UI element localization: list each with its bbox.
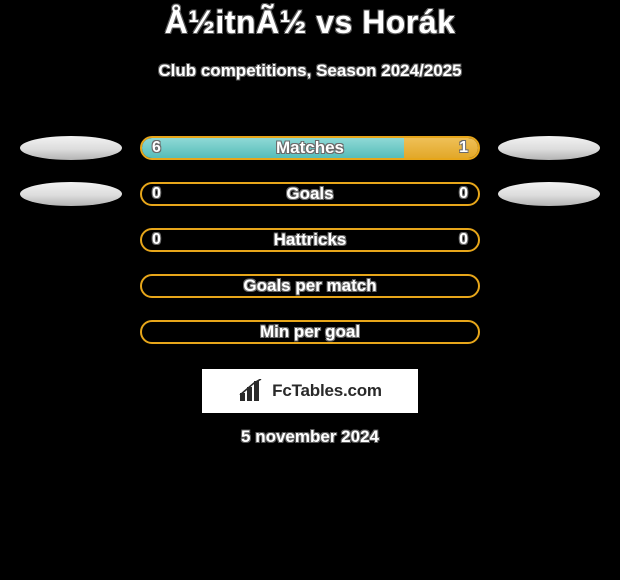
stat-right-value: 0: [459, 184, 468, 204]
stat-bar: Goals per match: [140, 274, 480, 298]
bars-icon: [238, 379, 266, 403]
stat-bar: 6 Matches 1: [140, 136, 480, 160]
page-title: Å½itnÃ½ vs Horák: [0, 4, 620, 41]
stat-row: 0 Hattricks 0: [0, 217, 620, 263]
logo-text: FcTables.com: [272, 381, 382, 401]
stat-left-value: 0: [152, 184, 161, 204]
fctables-logo: FcTables.com: [202, 369, 418, 413]
stat-bar: Min per goal: [140, 320, 480, 344]
stat-row: Min per goal: [0, 309, 620, 355]
left-oval: [20, 182, 122, 206]
right-oval: [498, 136, 600, 160]
fill-left: [142, 138, 404, 158]
stat-row: 0 Goals 0: [0, 171, 620, 217]
stat-row: 6 Matches 1: [0, 125, 620, 171]
stat-rows: 6 Matches 1 0 Goals 0 0 Hattricks 0: [0, 125, 620, 355]
stat-bar: 0 Goals 0: [140, 182, 480, 206]
subtitle: Club competitions, Season 2024/2025: [0, 61, 620, 81]
stat-label: Hattricks: [142, 230, 478, 250]
stat-label: Goals: [142, 184, 478, 204]
date-text: 5 november 2024: [0, 427, 620, 447]
stat-right-value: 0: [459, 230, 468, 250]
stat-label: Goals per match: [142, 276, 478, 296]
stat-bar: 0 Hattricks 0: [140, 228, 480, 252]
fill-right: [404, 138, 478, 158]
stat-label: Min per goal: [142, 322, 478, 342]
left-oval: [20, 136, 122, 160]
stat-left-value: 0: [152, 230, 161, 250]
right-oval: [498, 182, 600, 206]
stat-row: Goals per match: [0, 263, 620, 309]
